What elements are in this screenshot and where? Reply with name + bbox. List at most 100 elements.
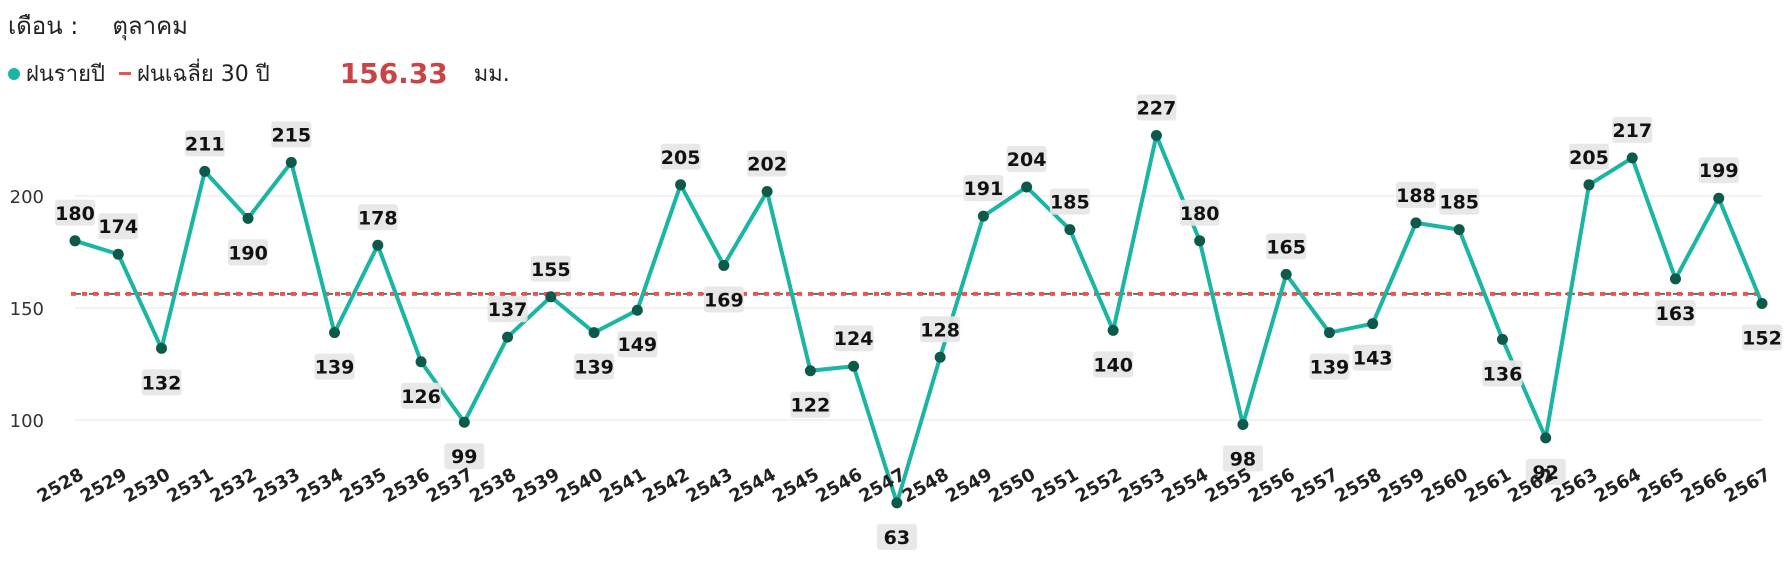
x-tick-label: 2561 — [1461, 464, 1515, 507]
x-tick-label: 2542 — [639, 464, 693, 507]
data-label: 99 — [451, 446, 477, 468]
data-label: 128 — [920, 319, 960, 341]
data-point — [1540, 432, 1552, 444]
data-label: 202 — [747, 154, 787, 176]
data-point — [415, 356, 427, 368]
month-row: เดือน : ตุลาคม — [8, 6, 188, 45]
data-label-bg — [1568, 143, 1609, 170]
data-point — [934, 351, 946, 363]
x-tick-label: 2535 — [336, 464, 390, 507]
x-tick-label: 2557 — [1288, 464, 1342, 507]
data-label-bg — [747, 150, 788, 177]
data-label-bg — [141, 369, 182, 396]
data-point — [1064, 224, 1076, 236]
x-tick-label: 2531 — [163, 464, 217, 507]
data-label: 165 — [1266, 236, 1306, 258]
data-label: 63 — [884, 527, 910, 549]
x-tick-label: 2558 — [1331, 464, 1385, 507]
data-label-bg — [1309, 353, 1350, 380]
data-point — [1367, 318, 1379, 330]
x-tick-label: 2538 — [466, 464, 520, 507]
average-value: 156.33 — [339, 57, 448, 90]
data-label: 124 — [834, 328, 874, 350]
x-tick-label: 2560 — [1418, 464, 1472, 507]
data-point — [69, 235, 81, 247]
x-tick-label: 2528 — [34, 464, 88, 507]
x-tick-label: 2533 — [250, 464, 304, 507]
data-label: 132 — [142, 372, 182, 394]
data-label-bg — [833, 325, 874, 352]
x-tick-label: 2559 — [1375, 464, 1429, 507]
x-tick-label: 2540 — [553, 464, 607, 507]
data-label-bg — [184, 130, 225, 157]
data-label-bg — [1525, 458, 1566, 485]
data-point — [1453, 224, 1465, 236]
data-label: 188 — [1396, 185, 1436, 207]
data-label-bg — [1222, 445, 1263, 472]
data-label-bg — [401, 382, 442, 409]
x-tick-label: 2541 — [596, 464, 650, 507]
data-label-bg — [530, 255, 571, 282]
data-label-bg — [1136, 94, 1177, 121]
data-point — [1237, 418, 1249, 430]
data-point — [891, 497, 903, 509]
data-label: 137 — [488, 299, 528, 321]
x-tick-label: 2529 — [77, 464, 131, 507]
month-label: เดือน : — [8, 12, 79, 40]
data-label-bg — [617, 331, 658, 358]
data-label-bg — [357, 204, 398, 231]
data-label: 204 — [1007, 149, 1047, 171]
month-value[interactable]: ตุลาคม — [112, 12, 188, 40]
average-unit: มม. — [473, 62, 510, 87]
y-tick-label: 100 — [10, 411, 44, 432]
data-point — [631, 304, 643, 316]
data-label-bg — [314, 353, 355, 380]
y-tick-label: 200 — [10, 187, 44, 208]
data-label: 143 — [1353, 348, 1393, 370]
data-label-bg — [660, 143, 701, 170]
data-point — [458, 416, 470, 428]
data-point — [372, 239, 384, 251]
data-point — [1756, 298, 1768, 310]
data-label: 180 — [1180, 203, 1220, 225]
data-label-bg — [487, 296, 528, 323]
data-point — [112, 248, 124, 260]
x-tick-label: 2534 — [293, 464, 347, 507]
data-label: 92 — [1532, 462, 1558, 484]
data-label-bg — [1049, 188, 1090, 215]
data-label: 217 — [1612, 120, 1652, 142]
data-label-bg — [444, 443, 485, 470]
data-label-bg — [1395, 181, 1436, 208]
data-point — [1323, 327, 1335, 339]
y-tick-label: 150 — [10, 299, 44, 320]
legend-average-name: ฝนเฉลี่ย 30 ปี — [136, 62, 270, 87]
data-point — [718, 259, 730, 271]
data-label: 205 — [1569, 147, 1609, 169]
x-tick-label: 2567 — [1721, 464, 1775, 507]
data-label-bg — [228, 239, 269, 266]
data-point — [329, 327, 341, 339]
data-label: 190 — [228, 242, 268, 264]
x-tick-label: 2532 — [207, 464, 261, 507]
data-point — [285, 156, 297, 168]
data-label-bg — [1482, 360, 1523, 387]
x-tick-label: 2565 — [1634, 464, 1688, 507]
x-tick-label: 2566 — [1677, 464, 1731, 507]
data-label: 191 — [964, 178, 1004, 200]
data-point — [1021, 181, 1033, 193]
data-point — [977, 210, 989, 222]
x-tick-label: 2553 — [1115, 464, 1169, 507]
data-point — [588, 327, 600, 339]
x-tick-label: 2549 — [942, 464, 996, 507]
data-label-bg — [1439, 188, 1480, 215]
data-point — [675, 179, 687, 191]
data-label-bg — [790, 391, 831, 418]
data-label: 136 — [1483, 363, 1523, 385]
x-tick-label: 2554 — [1158, 464, 1212, 507]
x-tick-label: 2546 — [812, 464, 866, 507]
data-point — [242, 212, 254, 224]
data-label: 215 — [271, 124, 311, 146]
series-marker-icon — [8, 67, 20, 80]
data-label: 152 — [1742, 328, 1782, 350]
data-point — [502, 331, 514, 343]
